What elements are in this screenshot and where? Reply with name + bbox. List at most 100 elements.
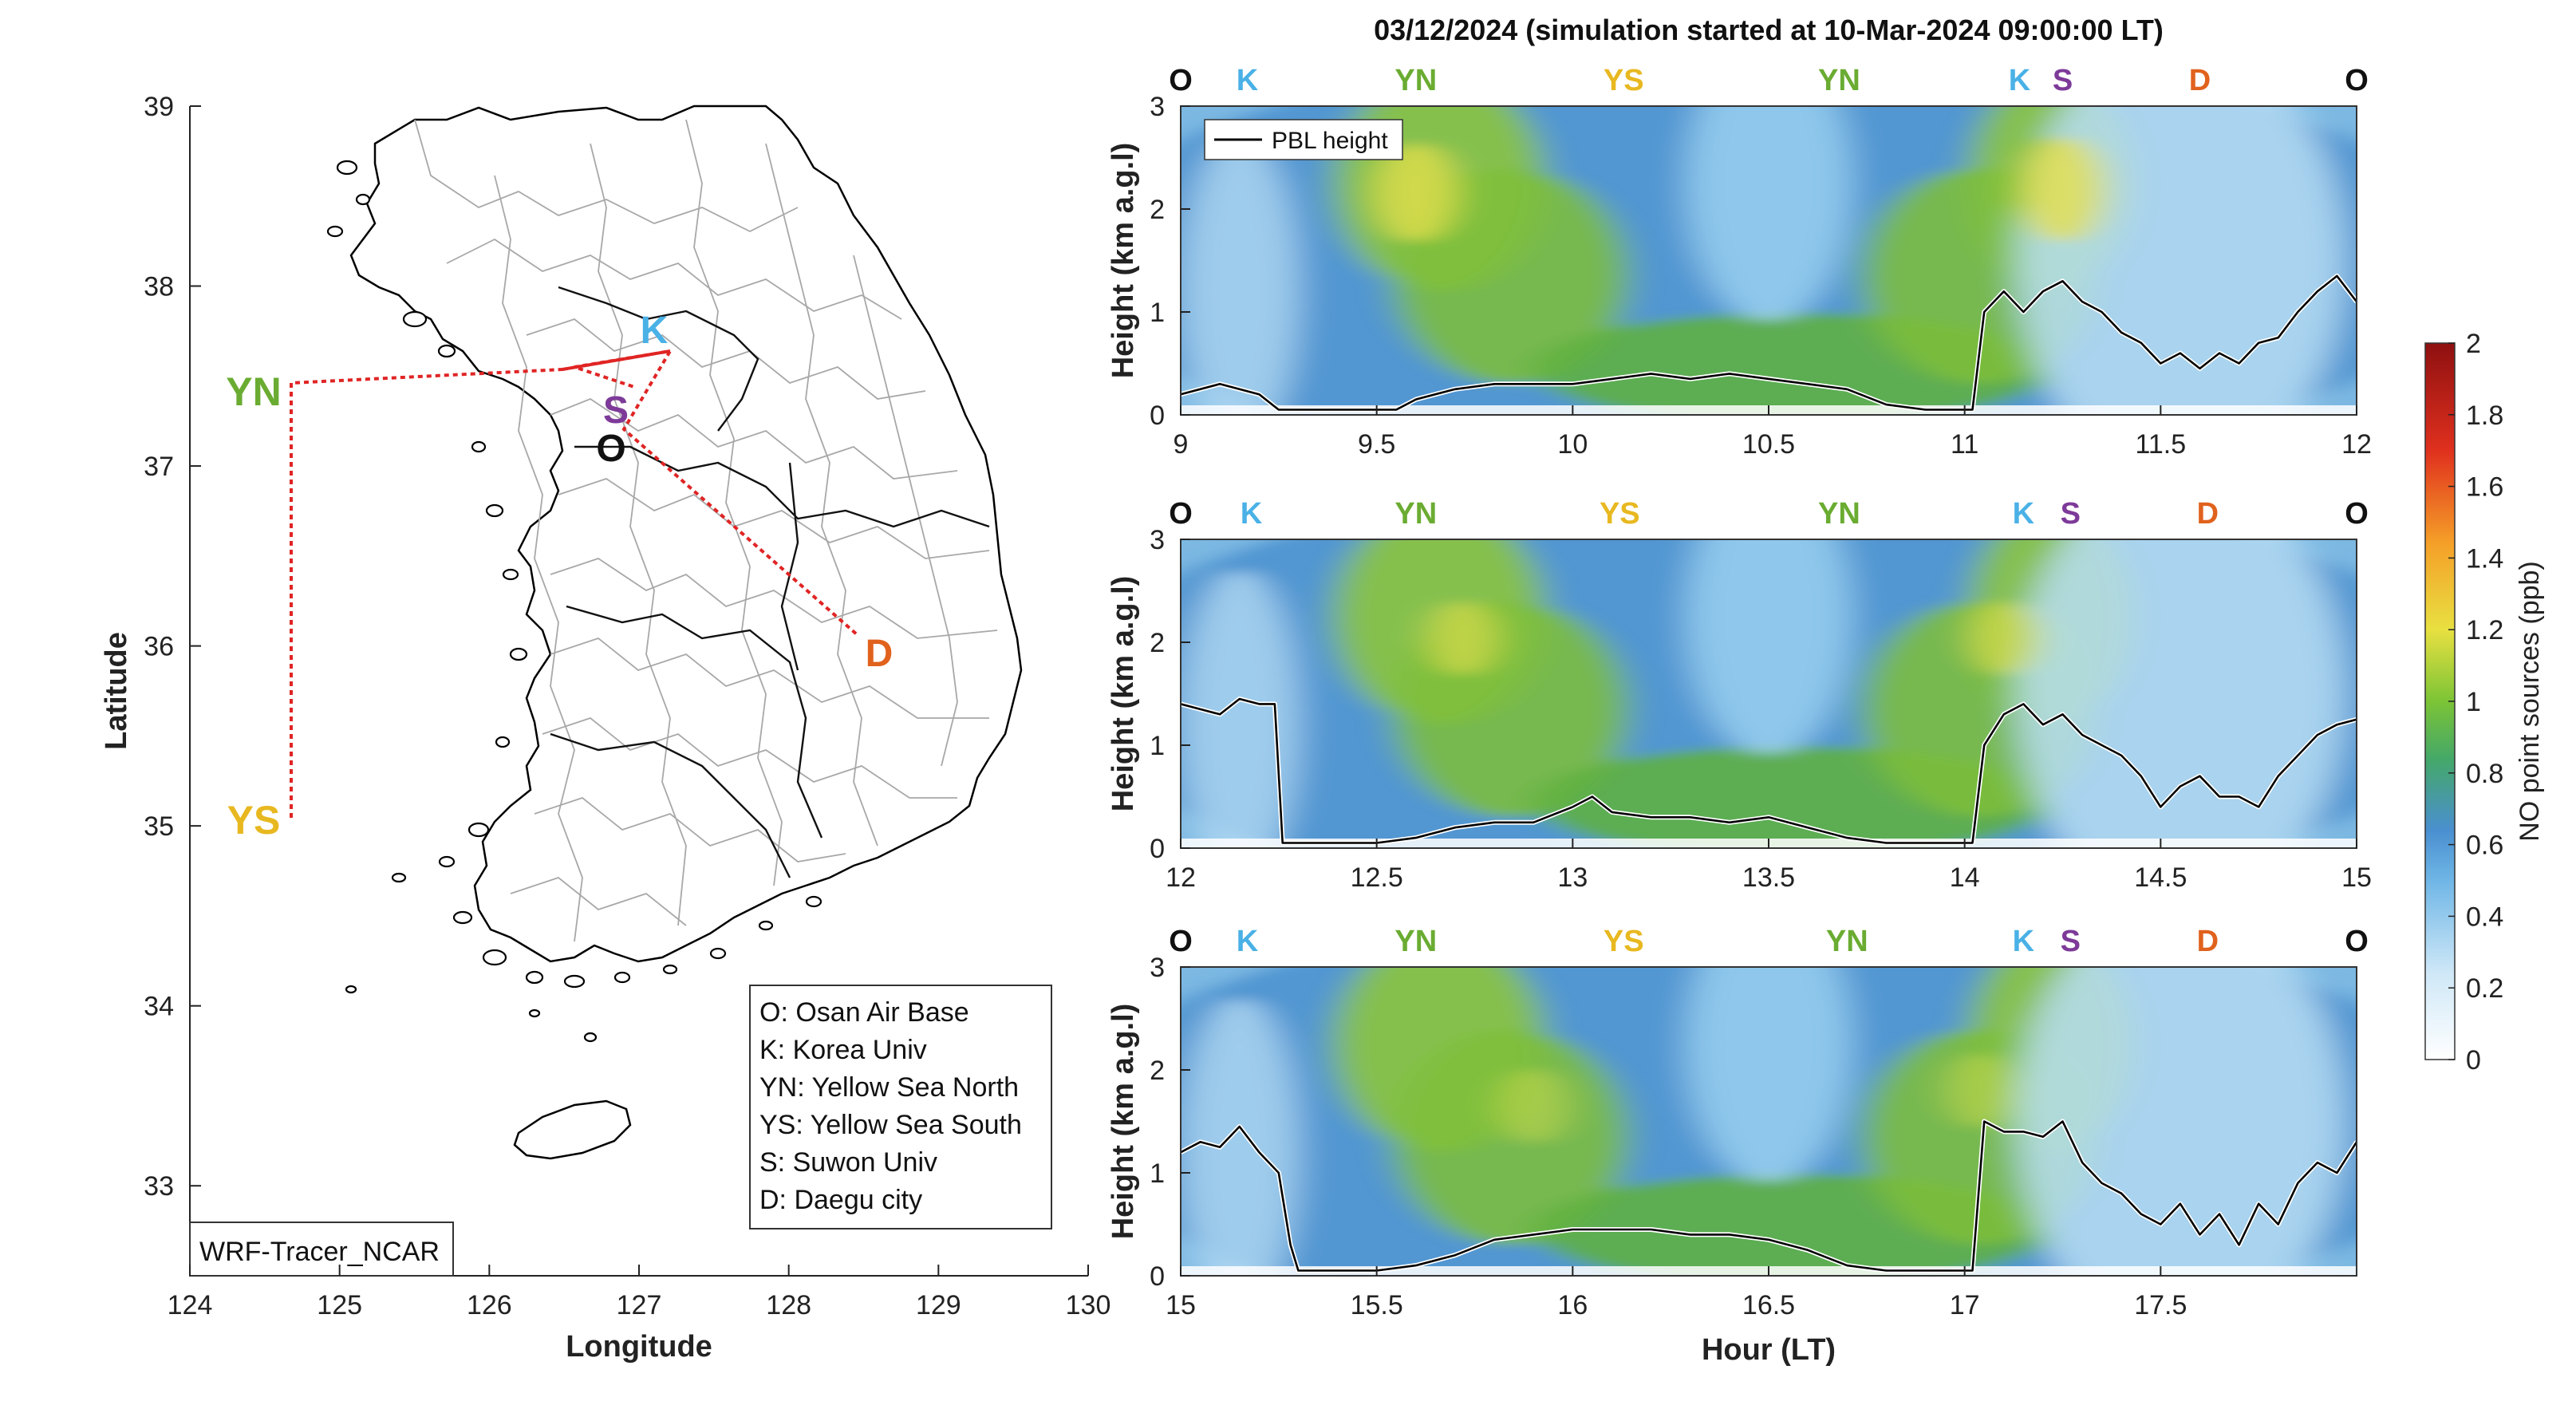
site-label-o: O — [2345, 925, 2369, 958]
map-panel: YN YS K S O D O: Osan Air Base K: Korea … — [100, 92, 1110, 1364]
heatmap-xtick-label: 13 — [1557, 862, 1588, 893]
heatmap-ytick-label: 0 — [1150, 1261, 1165, 1292]
site-label-yn: YN — [1826, 925, 1868, 958]
heatmap-xtick-label: 17.5 — [2134, 1290, 2187, 1320]
heatmap-ylabel: Height (km a.g.l) — [1107, 576, 1140, 812]
heatmap-field — [1181, 967, 2357, 1276]
colorbar-tick-label: 1.4 — [2466, 543, 2503, 574]
colorbar-tick-label: 1.2 — [2466, 615, 2503, 645]
site-legend-item: YS: Yellow Sea South — [759, 1110, 1022, 1140]
site-label-k: K — [2013, 925, 2035, 958]
colorbar-tick-label: 0.4 — [2466, 902, 2503, 932]
heatmap-ytick-label: 3 — [1150, 525, 1165, 555]
islands — [326, 160, 823, 1043]
site-legend-item: S: Suwon Univ — [759, 1147, 937, 1178]
colorbar-tick-label: 1.6 — [2466, 472, 2503, 503]
heatmap-plume — [1968, 601, 2040, 676]
map-ticks: 124 125 126 127 128 129 130 33 34 35 36 37 38 39 — [144, 92, 1110, 1320]
heatmap-xtick-label: 11 — [1951, 429, 1978, 460]
heatmap-xlabel: Hour (LT) — [1702, 1333, 1836, 1367]
heatmap-field — [1181, 539, 2357, 848]
heatmap-plume — [1497, 1068, 1569, 1143]
model-label-box: WRF-Tracer_NCAR — [189, 1222, 454, 1277]
site-legend-item: O: Osan Air Base — [759, 997, 969, 1028]
map-ylabel: Latitude — [100, 632, 133, 750]
figure-title: 03/12/2024 (simulation started at 10-Mar… — [1374, 14, 2164, 46]
heatmap-plume — [1392, 168, 1628, 385]
heatmap-xtick-label: 11.5 — [2136, 429, 2187, 460]
site-legend-item: K: Korea Univ — [759, 1035, 927, 1065]
map-xtick-label: 126 — [467, 1290, 512, 1320]
site-legend: O: Osan Air Base K: Korea Univ YN: Yello… — [749, 985, 1052, 1229]
site-label-o: O — [1169, 925, 1193, 958]
heatmap-ytick-label: 1 — [1150, 731, 1165, 761]
pbl-height-line — [1181, 697, 2357, 844]
map-xlabel: Longitude — [566, 1330, 712, 1364]
admin-boundaries — [414, 119, 998, 942]
heatmap-xtick-label: 10 — [1557, 429, 1588, 460]
heatmap-xtick-label: 15 — [2341, 862, 2372, 893]
colorbar-tick-label: 1.8 — [2466, 401, 2503, 431]
heatmap-xtick-label: 14.5 — [2134, 862, 2187, 893]
site-label-s: S — [2061, 497, 2081, 531]
pbl-height-line — [1181, 1120, 2357, 1272]
heatmap-xtick-label: 16 — [1557, 1290, 1588, 1320]
heatmap-ytick-label: 1 — [1150, 298, 1165, 328]
heatmap-ytick-label: 2 — [1150, 628, 1165, 658]
heatmap-plumes — [1181, 106, 2357, 415]
site-label-yn: YN — [1818, 497, 1860, 531]
heatmap-xtick-label: 15.5 — [1351, 1290, 1403, 1320]
heatmap-plume — [1686, 539, 1852, 756]
colorbar-label: NO point sources (ppb) — [2515, 561, 2545, 842]
site-label-k: K — [2009, 64, 2031, 97]
colorbar-tick-label: 0.6 — [2466, 831, 2503, 861]
heatmap-ytick-label: 2 — [1150, 195, 1165, 225]
pbl-legend-label: PBL height — [1272, 128, 1388, 154]
site-label-o: O — [2345, 64, 2369, 97]
site-label-s: S — [2053, 64, 2073, 97]
map-site-s: S — [603, 389, 629, 432]
map-ytick-label: 34 — [144, 992, 174, 1022]
site-legend-item: YN: Yellow Sea North — [759, 1072, 1019, 1103]
map-ytick-label: 36 — [144, 632, 174, 662]
heatmap-ytick-label: 0 — [1150, 834, 1165, 864]
heatmap-xtick-label: 10.5 — [1742, 429, 1795, 460]
site-label-yn: YN — [1395, 64, 1437, 97]
site-label-yn: YN — [1395, 925, 1437, 958]
model-label: WRF-Tracer_NCAR — [199, 1237, 440, 1267]
heatmap-xtick-label: 16.5 — [1742, 1290, 1795, 1320]
colorbar-tick-label: 1 — [2466, 687, 2481, 717]
heatmap-plume — [1375, 143, 1458, 243]
site-label-o: O — [1169, 64, 1193, 97]
heatmap-plume — [1945, 1053, 2016, 1128]
colorbar: NO point sources (ppb) 0 0.2 0.4 0.6 0.8 1 1.2… — [2424, 329, 2545, 1076]
colorbar-tick-label: 0 — [2466, 1045, 2481, 1076]
heatmap-ytick-label: 1 — [1150, 1158, 1165, 1189]
site-label-o: O — [2345, 497, 2369, 531]
heatmap-xtick-label: 9.5 — [1358, 429, 1395, 460]
map-xtick-label: 129 — [916, 1290, 961, 1320]
heatmap-xtick-label: 14 — [1950, 862, 1980, 893]
heatmap-plume — [1181, 997, 1299, 1276]
site-label-d: D — [2197, 925, 2219, 958]
site-label-k: K — [2013, 497, 2035, 531]
heatmap-xtick-label: 12 — [2341, 429, 2372, 460]
heatmap-ytick-label: 0 — [1150, 401, 1165, 431]
site-label-ys: YS — [1600, 497, 1640, 531]
map-site-d: D — [866, 633, 894, 675]
site-label-d: D — [2197, 497, 2219, 531]
map-ytick-label: 39 — [144, 92, 174, 122]
map-ytick-label: 37 — [144, 452, 174, 482]
colorbar-tick-label: 2 — [2466, 329, 2481, 359]
flight-track — [290, 349, 859, 818]
site-legend-item: D: Daegu city — [759, 1185, 922, 1215]
map-ytick-label: 35 — [144, 811, 174, 842]
site-label-k: K — [1237, 64, 1259, 97]
colorbar-tick-label: 0.8 — [2466, 759, 2503, 789]
heatmap-plume — [1392, 1028, 1628, 1245]
